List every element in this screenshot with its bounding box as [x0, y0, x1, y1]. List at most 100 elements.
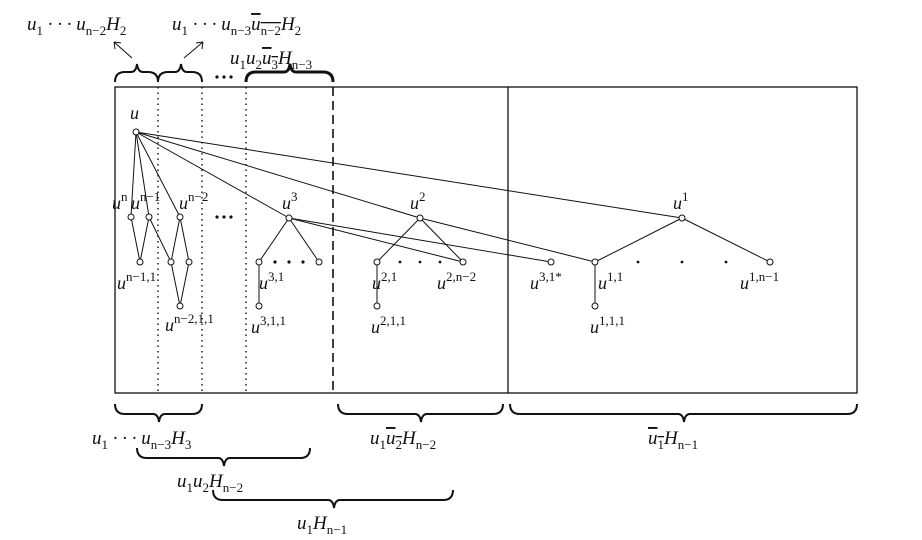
label-text: · · · u	[188, 14, 231, 35]
label-text: u	[177, 471, 187, 492]
edge	[135, 131, 683, 219]
edge	[139, 216, 150, 263]
label-text: H	[208, 471, 224, 492]
edge	[288, 217, 320, 263]
label-text: u	[246, 48, 256, 69]
label-sub: 1	[102, 437, 109, 452]
label-sub: 3	[185, 437, 192, 452]
node-label: u1,1	[598, 269, 623, 293]
label-sub: n−3	[292, 57, 312, 72]
braces	[114, 63, 858, 509]
edge	[148, 216, 172, 263]
label-base: u	[530, 273, 539, 293]
label-sub: 1	[37, 23, 44, 38]
edge	[179, 261, 190, 307]
label-sub: n−2	[261, 23, 281, 38]
label-base: u	[282, 193, 291, 213]
node	[255, 302, 263, 310]
label-base: u	[372, 273, 381, 293]
label-text: H	[280, 14, 296, 35]
label-base: u	[410, 193, 419, 213]
brace-label: u1 · · · un−2H2	[27, 14, 126, 38]
label-base: u	[437, 273, 446, 293]
arrows	[113, 41, 204, 59]
frame	[114, 86, 858, 394]
label-sub: 1	[380, 437, 387, 452]
brace-label: u1u2u3Hn−3	[230, 48, 312, 72]
label-sup: n−2	[188, 189, 208, 204]
node-label: u3,1*	[530, 269, 562, 293]
node	[315, 258, 323, 266]
label-text: u	[92, 428, 102, 449]
label-base: u	[130, 103, 139, 123]
node-label: u3	[282, 189, 298, 213]
label-base: u	[673, 193, 682, 213]
node	[285, 214, 293, 222]
label-sub: n−2	[86, 23, 106, 38]
brace-label: u1 · · · un−3H3	[92, 428, 191, 452]
label-base: u	[740, 273, 749, 293]
edge	[419, 217, 596, 263]
label-sub: n−1	[327, 522, 347, 537]
label-sub: 1	[307, 522, 314, 537]
label-text: H	[663, 428, 679, 449]
label-sup: n−1	[140, 189, 160, 204]
node	[678, 214, 686, 222]
nodes	[127, 128, 774, 310]
label-base: u	[590, 317, 599, 337]
label-text: u	[648, 428, 658, 449]
label-text: u	[27, 14, 37, 35]
node-label: un−1	[131, 189, 160, 213]
labels: uun un−1 un−2 u3 u2 u1un−1,1un−2,1,1u3,1u3,1,…	[27, 14, 779, 537]
node-label: un	[112, 189, 128, 213]
node-label: u1,n−1	[740, 269, 779, 293]
node	[176, 213, 184, 221]
edge	[170, 261, 181, 307]
edge	[130, 216, 141, 263]
node	[255, 258, 263, 266]
node-label: un−1,1	[117, 269, 156, 293]
node-label: u2,n−2	[437, 269, 476, 293]
node	[185, 258, 193, 266]
label-text: u	[230, 48, 240, 69]
label-sup: 2,1,1	[380, 313, 406, 328]
label-sup: 2,1	[381, 269, 397, 284]
dotted-dividers	[157, 87, 247, 393]
node	[136, 258, 144, 266]
label-sup: n−2,1,1	[174, 311, 214, 326]
label-base: u	[112, 193, 121, 213]
node-label: u1	[673, 189, 689, 213]
node	[373, 302, 381, 310]
node-label: u3,1	[259, 269, 284, 293]
label-text: · · · u	[43, 14, 86, 35]
label-sup: 2,n−2	[446, 269, 476, 284]
label-base: u	[117, 273, 126, 293]
label-base: u	[259, 273, 268, 293]
label-sup: n−1,1	[126, 269, 156, 284]
label-sup: 1	[682, 189, 689, 204]
label-sup: 1,1,1	[599, 313, 625, 328]
label-sup: n	[121, 189, 128, 204]
label-base: u	[251, 317, 260, 337]
label-sub: 3	[272, 57, 279, 72]
node	[416, 214, 424, 222]
edge	[258, 217, 290, 263]
node	[176, 302, 184, 310]
edge	[170, 216, 181, 263]
label-sub: 2	[120, 23, 127, 38]
label-text: u	[172, 14, 182, 35]
node-label: un−2	[179, 189, 208, 213]
edge	[179, 216, 190, 263]
label-text: H	[401, 428, 417, 449]
node-label: u2	[410, 189, 426, 213]
label-sup: 3,1	[268, 269, 284, 284]
node	[127, 213, 135, 221]
label-text: u	[262, 48, 272, 69]
label-sub: 1	[658, 437, 665, 452]
label-sub: 1	[240, 57, 247, 72]
label-text: u	[297, 513, 307, 534]
edge	[135, 131, 150, 218]
label-sub: 2	[256, 57, 263, 72]
label-sub: 2	[203, 480, 210, 495]
